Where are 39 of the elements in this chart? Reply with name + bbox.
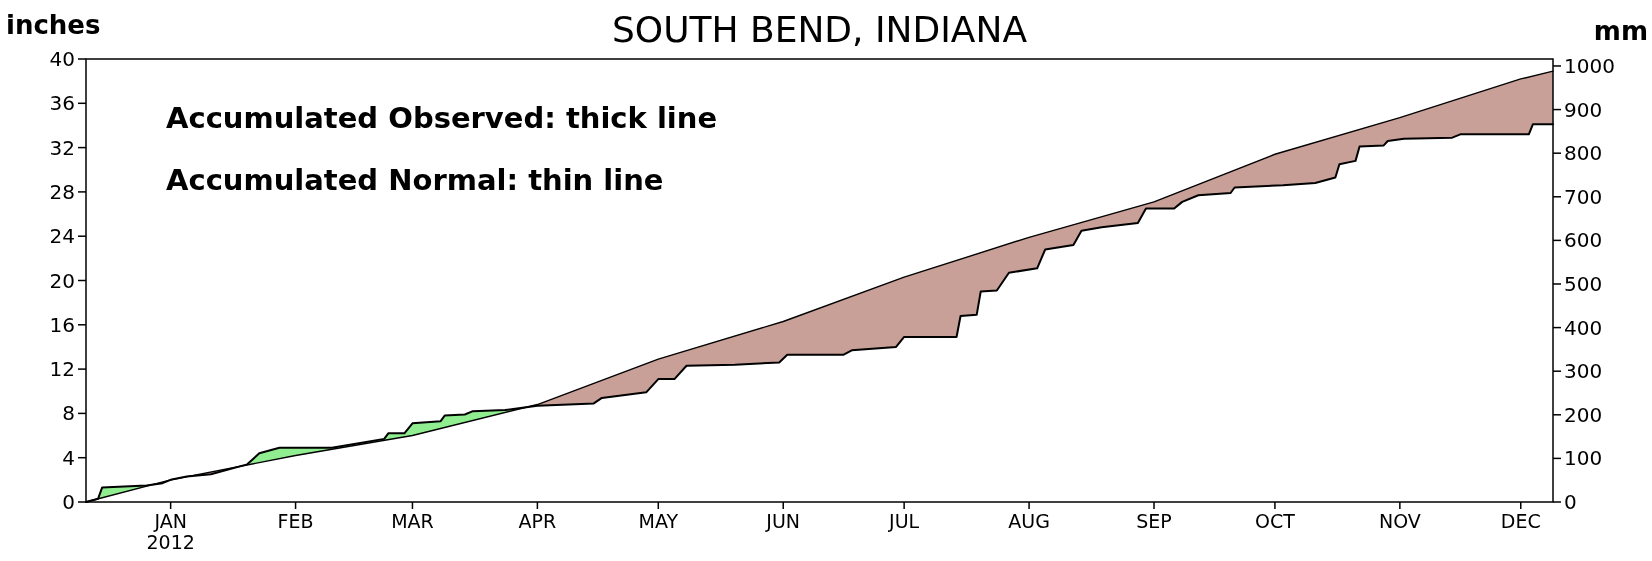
annotation: Accumulated Normal: thin line bbox=[166, 163, 664, 197]
y2-tick-label: 600 bbox=[1564, 228, 1603, 253]
y2-tick-label: 500 bbox=[1564, 271, 1603, 296]
x-tick-label: DEC bbox=[1500, 510, 1541, 532]
x-tick-label: OCT bbox=[1255, 510, 1296, 532]
x-tick-label: JUL bbox=[888, 510, 920, 532]
y-tick-label: 20 bbox=[49, 268, 75, 293]
y-tick-label: 32 bbox=[49, 135, 75, 160]
annotation: Accumulated Observed: thick line bbox=[166, 101, 718, 135]
x-tick-label: MAY bbox=[638, 510, 679, 532]
x-tick-label: SEP bbox=[1136, 510, 1172, 532]
y-tick-label: 8 bbox=[62, 401, 75, 426]
y-axis-title: inches bbox=[6, 10, 101, 40]
y2-tick-label: 200 bbox=[1564, 402, 1603, 427]
y2-tick-label: 100 bbox=[1564, 446, 1603, 471]
y2-tick-label: 0 bbox=[1564, 490, 1577, 514]
y2-tick-label: 900 bbox=[1564, 97, 1603, 122]
y2-tick-label: 1000 bbox=[1564, 53, 1615, 78]
x-tick-label: JAN 2012 bbox=[146, 510, 195, 553]
y2-tick-label: 300 bbox=[1564, 359, 1603, 384]
y-tick-label: 28 bbox=[49, 179, 75, 204]
x-tick-label: MAR bbox=[391, 510, 434, 532]
x-tick-label: APR bbox=[518, 510, 557, 532]
y2-tick-label: 400 bbox=[1564, 315, 1603, 340]
y-tick-label: 16 bbox=[49, 312, 75, 337]
y2-axis-title: mm bbox=[1593, 16, 1648, 46]
y-tick-label: 36 bbox=[49, 91, 75, 116]
x-tick-label: AUG bbox=[1008, 510, 1050, 532]
x-tick-label: JUN bbox=[765, 510, 801, 532]
y2-tick-label: 800 bbox=[1564, 141, 1603, 166]
x-tick-label: FEB bbox=[277, 510, 314, 532]
y-tick-label: 40 bbox=[49, 47, 75, 71]
y-tick-label: 12 bbox=[49, 357, 75, 382]
y2-tick-label: 700 bbox=[1564, 184, 1603, 209]
y-tick-label: 24 bbox=[49, 224, 75, 249]
chart-title: SOUTH BEND, INDIANA bbox=[611, 9, 1028, 50]
x-tick-label: NOV bbox=[1378, 510, 1421, 532]
y-tick-label: 4 bbox=[62, 445, 75, 470]
y-tick-label: 0 bbox=[62, 490, 75, 514]
